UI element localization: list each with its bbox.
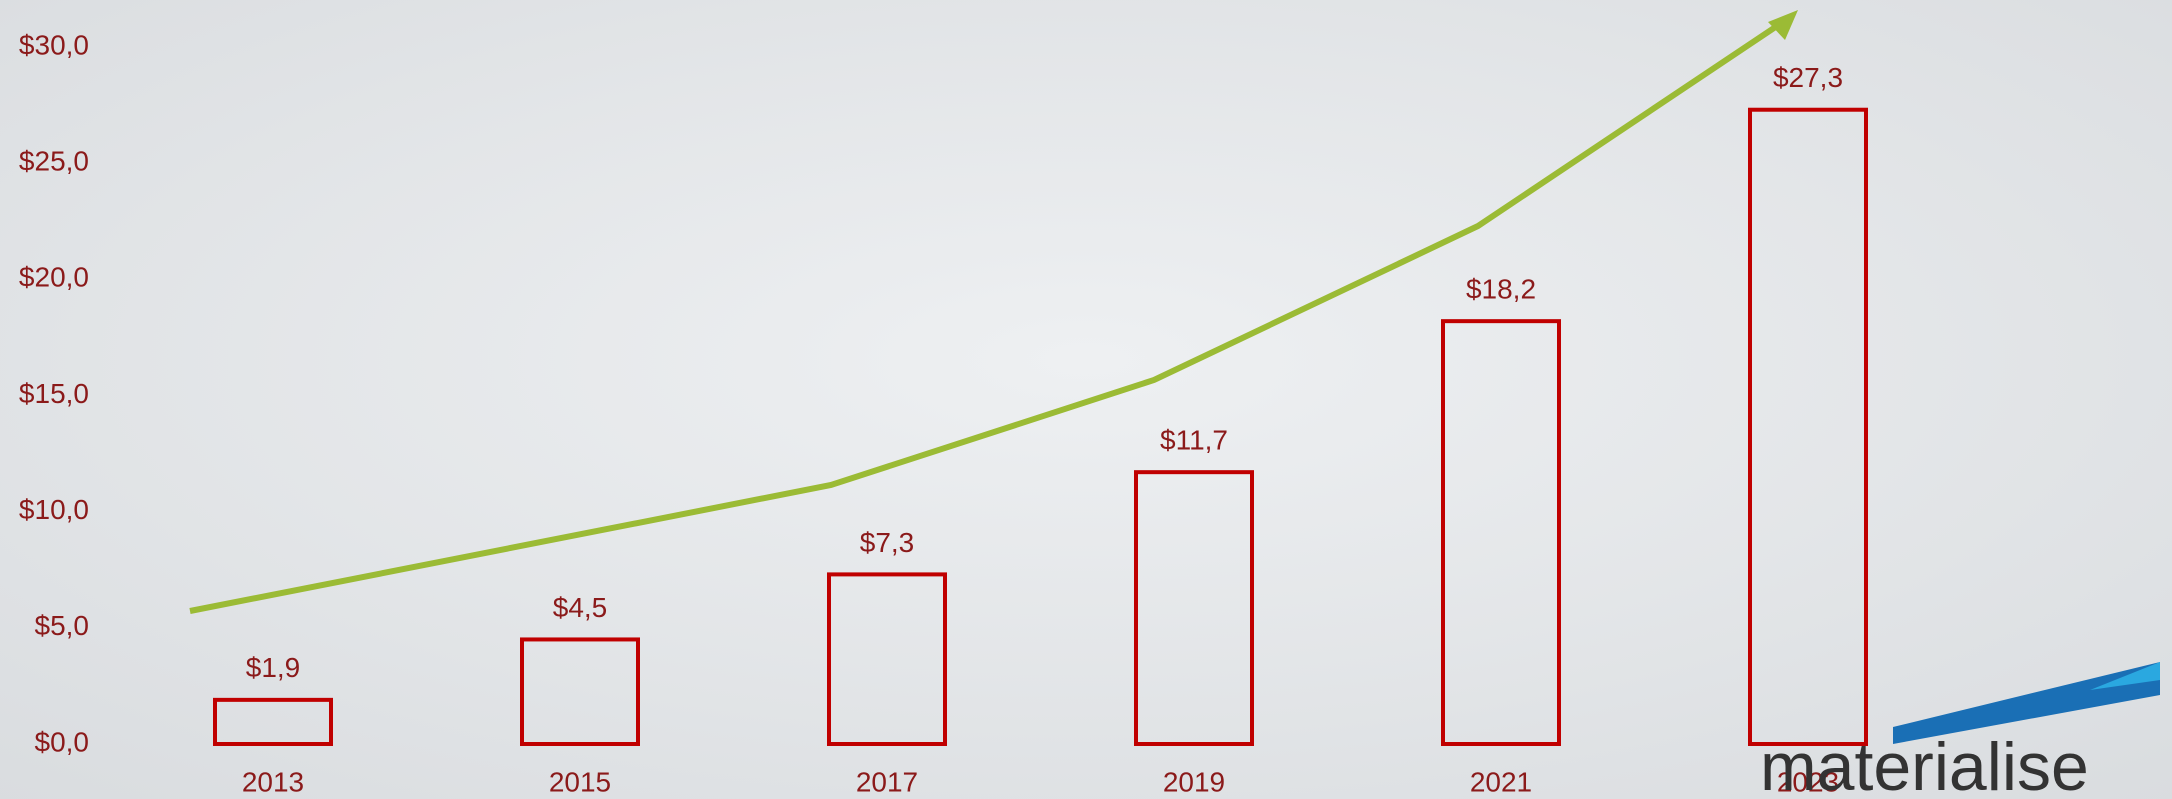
value-label: $7,3	[860, 527, 915, 558]
y-tick-label: $10,0	[19, 494, 89, 525]
x-tick-label: 2021	[1470, 766, 1532, 797]
x-tick-label: 2019	[1163, 766, 1225, 797]
x-tick-label: 2013	[242, 766, 304, 797]
y-tick-label: $25,0	[19, 146, 89, 177]
y-tick-label: $15,0	[19, 378, 89, 409]
value-label: $18,2	[1466, 274, 1536, 305]
y-tick-label: $5,0	[35, 610, 90, 641]
value-label: $27,3	[1773, 62, 1843, 93]
value-label: $1,9	[246, 652, 301, 683]
y-tick-label: $20,0	[19, 262, 89, 293]
y-tick-label: $30,0	[19, 29, 89, 60]
value-label: $4,5	[553, 592, 608, 623]
x-tick-label: 2015	[549, 766, 611, 797]
y-tick-label: $0,0	[35, 726, 90, 757]
logo: materialise	[1760, 729, 2089, 799]
value-label: $11,7	[1160, 425, 1228, 456]
chart: $0,0 $5,0 $10,0 $15,0 $20,0 $25,0 $30,0 2013 $1,…	[0, 0, 2172, 799]
x-tick-label: 2017	[856, 766, 918, 797]
